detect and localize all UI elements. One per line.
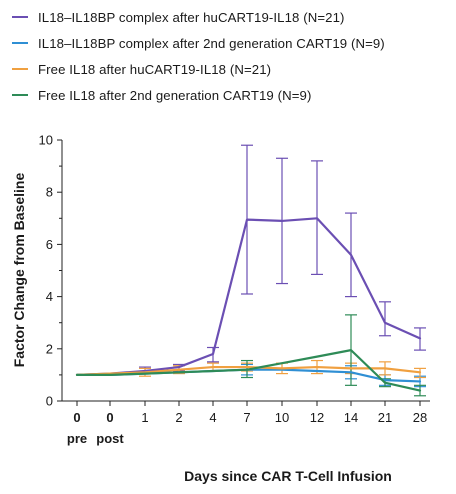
legend-swatch (12, 94, 28, 96)
legend-item: Free IL18 after 2nd generation CART19 (N… (12, 82, 452, 108)
x-tick-label: 28 (413, 410, 427, 425)
x-tick-label: 7 (243, 410, 250, 425)
axes (61, 140, 430, 402)
y-tick-label: 2 (46, 341, 53, 356)
legend: IL18–IL18BP complex after huCART19-IL18 … (12, 4, 452, 108)
legend-label: Free IL18 after 2nd generation CART19 (N… (38, 87, 312, 103)
y-tick-label: 0 (46, 394, 53, 409)
legend-label: Free IL18 after huCART19-IL18 (N=21) (38, 61, 272, 77)
x-tick-label: 21 (378, 410, 392, 425)
error-bars (139, 144, 426, 397)
x-axis-label: Days since CAR T-Cell Infusion (184, 468, 392, 484)
y-axis-label: Factor Change from Baseline (11, 173, 27, 368)
series-lines (75, 217, 422, 392)
series-line (75, 349, 422, 392)
legend-swatch (12, 16, 28, 18)
legend-label: IL18–IL18BP complex after 2nd generation… (38, 35, 385, 51)
y-tick-label: 10 (39, 133, 53, 148)
y-tick-label: 4 (46, 289, 53, 304)
x-tick-label: 14 (344, 410, 358, 425)
x-tick-sublabel: post (96, 431, 124, 446)
x-tick-label: 0 (106, 410, 113, 425)
legend-item: IL18–IL18BP complex after huCART19-IL18 … (12, 4, 452, 30)
legend-item: Free IL18 after huCART19-IL18 (N=21) (12, 56, 452, 82)
x-tick-label: 2 (175, 410, 182, 425)
x-tick-label: 4 (209, 410, 216, 425)
legend-label: IL18–IL18BP complex after huCART19-IL18 … (38, 9, 345, 25)
legend-swatch (12, 42, 28, 44)
x-tick-label: 1 (141, 410, 148, 425)
series-line (75, 365, 422, 376)
x-tick-label: 12 (310, 410, 324, 425)
y-tick-label: 6 (46, 237, 53, 252)
x-tick-sublabel: pre (67, 431, 87, 446)
legend-item: IL18–IL18BP complex after 2nd generation… (12, 30, 452, 56)
series-line (75, 217, 422, 376)
x-tick-label: 0 (73, 410, 80, 425)
x-tick-label: 10 (275, 410, 289, 425)
y-tick-label: 8 (46, 185, 53, 200)
legend-swatch (12, 68, 28, 70)
